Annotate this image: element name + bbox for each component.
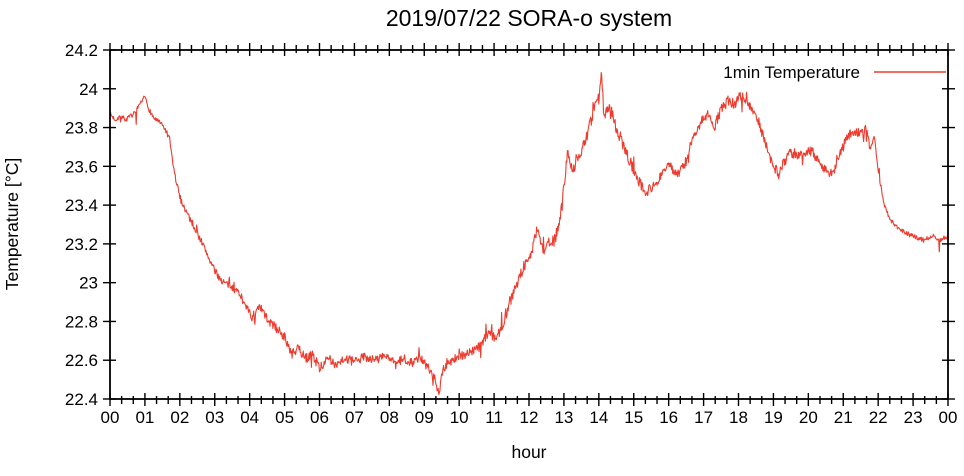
x-tick-label: 09 [415,408,434,427]
chart-title: 2019/07/22 SORA-o system [386,5,672,31]
x-tick-label: 06 [310,408,329,427]
x-tick-label: 14 [589,408,608,427]
x-tick-label: 10 [450,408,469,427]
x-tick-label: 00 [939,408,958,427]
x-tick-label: 00 [101,408,120,427]
x-axis-title: hour [511,442,546,462]
x-tick-label: 16 [659,408,678,427]
y-axis-title: Temperature [°C] [2,158,22,290]
y-tick-label: 23.2 [65,235,98,254]
x-tick-label: 05 [275,408,294,427]
y-tick-label: 22.4 [65,390,98,409]
legend: 1min Temperature [723,63,946,82]
y-tick-label: 24 [79,80,98,99]
axes-and-ticks: 00 01 02 03 04 05 06 07 08 09 10 11 12 13 14 15 16 17 18 19… [65,41,958,427]
x-tick-label: 17 [694,408,713,427]
y-tick-label: 23.4 [65,196,98,215]
x-tick-label: 01 [135,408,154,427]
x-tick-label: 03 [205,408,224,427]
temperature-line-series [109,72,949,395]
x-tick-label: 23 [904,408,923,427]
y-tick-label: 22.8 [65,312,98,331]
x-tick-label: 19 [764,408,783,427]
y-tick-label: 22.6 [65,351,98,370]
x-tick-label: 15 [624,408,643,427]
x-tick-label: 08 [380,408,399,427]
x-tick-label: 12 [520,408,539,427]
x-tick-label: 04 [240,408,259,427]
x-tick-label: 22 [869,408,888,427]
legend-label: 1min Temperature [723,63,860,82]
y-tick-label: 23 [79,274,98,293]
y-tick-label: 23.6 [65,157,98,176]
x-tick-label: 21 [834,408,853,427]
x-tick-label: 13 [554,408,573,427]
x-tick-label: 07 [345,408,364,427]
x-tick-label: 18 [729,408,748,427]
x-tick-label: 02 [170,408,189,427]
y-tick-label: 24.2 [65,41,98,60]
x-tick-label: 11 [485,408,503,427]
plot-border [109,49,949,400]
y-tick-label: 23.8 [65,119,98,138]
x-tick-label: 20 [799,408,818,427]
